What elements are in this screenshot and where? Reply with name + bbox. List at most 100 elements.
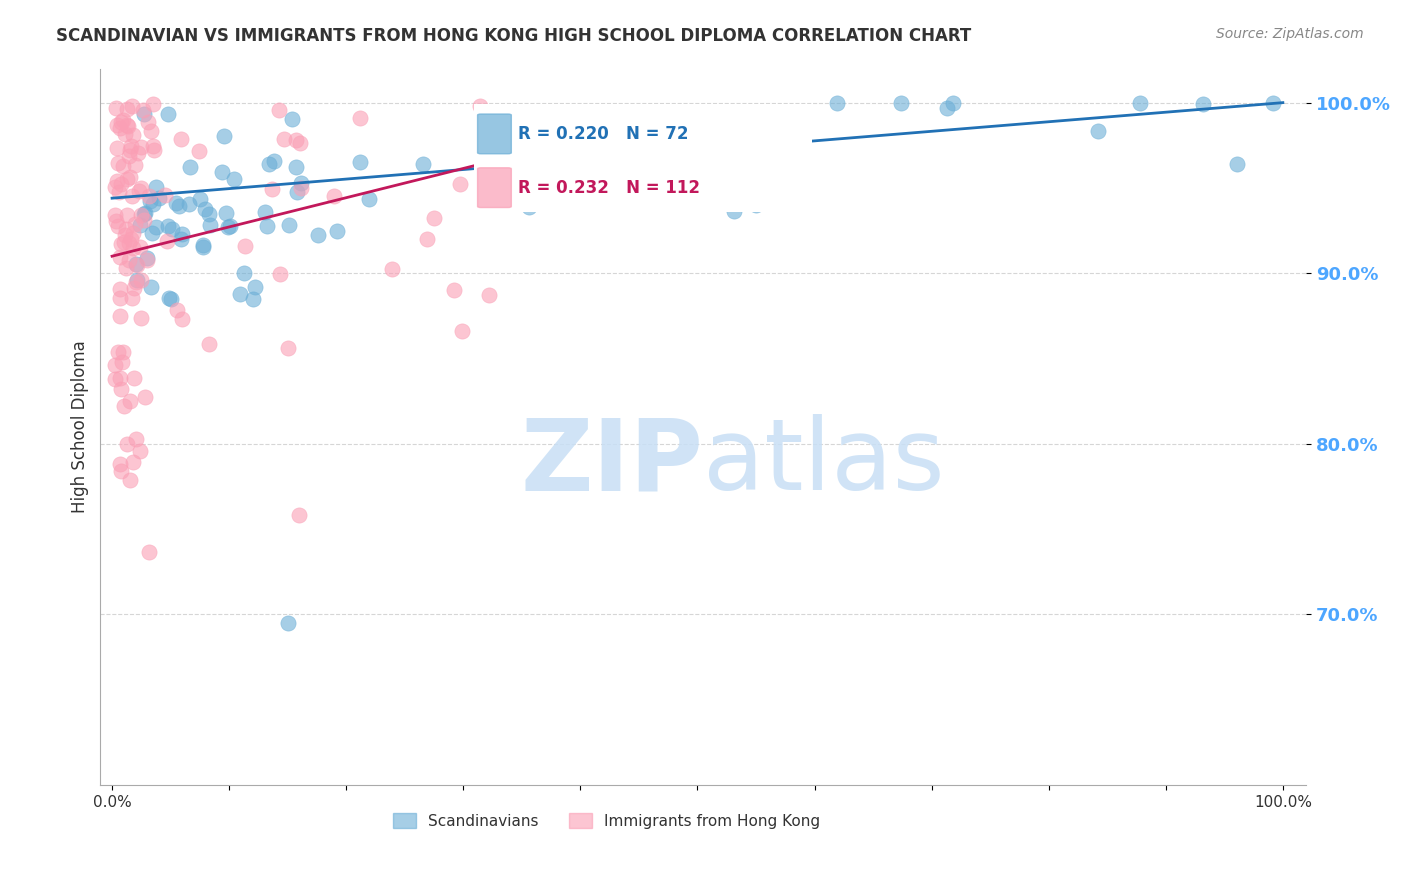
Point: [484, 186, 506, 200]
Point: [142, 97, 165, 112]
Point: [1129, 95, 1152, 110]
Point: [198, 337, 221, 351]
Point: [256, 219, 278, 234]
Point: [104, 372, 127, 386]
Point: [115, 261, 138, 276]
Point: [108, 185, 131, 199]
Point: [193, 202, 215, 216]
Point: [104, 180, 127, 194]
Point: [110, 114, 132, 128]
Point: [125, 257, 148, 271]
Point: [125, 432, 148, 446]
Point: [290, 176, 312, 190]
Point: [120, 394, 142, 409]
Point: [145, 180, 167, 194]
Point: [118, 149, 141, 163]
Point: [285, 185, 308, 199]
Point: [290, 180, 312, 194]
Point: [281, 112, 304, 126]
Point: [129, 444, 152, 458]
Point: [141, 226, 163, 240]
Point: [156, 219, 179, 233]
Point: [135, 252, 157, 267]
Point: [136, 115, 159, 129]
Point: [134, 207, 156, 221]
Point: [412, 157, 434, 171]
Text: SCANDINAVIAN VS IMMIGRANTS FROM HONG KONG HIGH SCHOOL DIPLOMA CORRELATION CHART: SCANDINAVIAN VS IMMIGRANTS FROM HONG KON…: [56, 27, 972, 45]
Point: [107, 174, 129, 188]
Point: [269, 267, 291, 281]
Point: [129, 240, 152, 254]
Point: [139, 280, 162, 294]
Point: [160, 293, 183, 307]
Point: [112, 235, 135, 249]
Point: [118, 253, 141, 268]
Point: [214, 129, 236, 144]
Point: [658, 144, 681, 158]
Point: [156, 235, 179, 249]
Point: [112, 399, 135, 413]
Point: [104, 101, 127, 115]
Point: [118, 169, 141, 184]
Point: [890, 95, 912, 110]
Point: [1087, 124, 1109, 138]
Point: [115, 102, 138, 116]
Point: [349, 111, 371, 125]
Point: [167, 199, 190, 213]
Point: [129, 181, 152, 195]
Point: [129, 208, 152, 222]
Point: [307, 227, 329, 242]
Point: [131, 273, 153, 287]
Point: [1261, 95, 1284, 110]
Point: [110, 237, 132, 252]
Point: [108, 309, 131, 323]
Point: [129, 219, 152, 233]
Y-axis label: High School Diploma: High School Diploma: [72, 341, 89, 513]
Point: [232, 266, 254, 280]
Point: [135, 251, 157, 265]
Text: atlas: atlas: [703, 414, 945, 511]
Point: [277, 615, 299, 630]
Legend: Scandinavians, Immigrants from Hong Kong: Scandinavians, Immigrants from Hong Kong: [387, 806, 827, 835]
Point: [267, 103, 290, 117]
Point: [115, 437, 138, 451]
Point: [517, 200, 540, 214]
Text: Source: ZipAtlas.com: Source: ZipAtlas.com: [1216, 27, 1364, 41]
Point: [153, 187, 176, 202]
Point: [104, 208, 127, 222]
Point: [104, 358, 127, 372]
Point: [468, 99, 491, 113]
Point: [218, 219, 240, 233]
Point: [285, 133, 308, 147]
Point: [942, 95, 965, 110]
Point: [179, 160, 201, 174]
Point: [122, 226, 145, 240]
Point: [132, 103, 155, 117]
Point: [127, 145, 149, 160]
Point: [114, 127, 136, 141]
Point: [745, 197, 768, 211]
Point: [288, 136, 311, 151]
Point: [134, 106, 156, 120]
Point: [120, 473, 142, 487]
Point: [108, 250, 131, 264]
Point: [141, 123, 163, 137]
Point: [277, 218, 299, 232]
Point: [104, 213, 127, 227]
Point: [125, 275, 148, 289]
Point: [936, 102, 959, 116]
Point: [115, 208, 138, 222]
Point: [127, 273, 149, 287]
Point: [326, 224, 349, 238]
Point: [139, 194, 162, 209]
Point: [485, 119, 508, 133]
Point: [120, 138, 142, 153]
Point: [177, 196, 200, 211]
Point: [122, 128, 145, 142]
Point: [259, 157, 281, 171]
Point: [416, 231, 439, 245]
Point: [157, 291, 180, 305]
Point: [349, 154, 371, 169]
Point: [211, 165, 233, 179]
Point: [214, 206, 236, 220]
